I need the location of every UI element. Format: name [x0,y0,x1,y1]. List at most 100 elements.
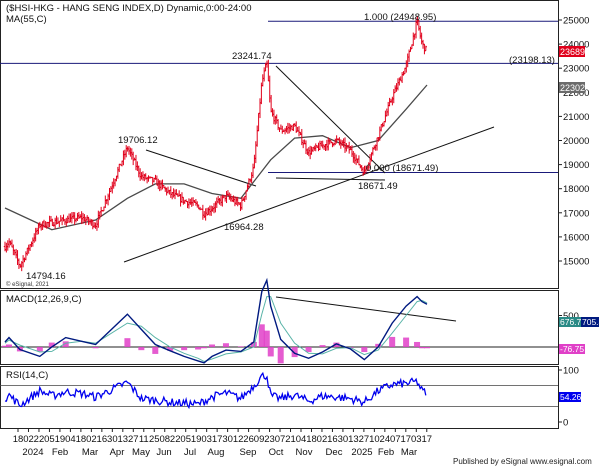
date-axis-day-label: 10 [369,434,380,445]
price-axis-label: 24000 [563,40,589,51]
ma-value-badge: 22302.77 [559,82,598,93]
macd-divergence-line [275,296,457,322]
date-axis-day-label: 18 [13,434,24,445]
trendline-channel-base [275,177,386,181]
macd-histogram-bar [5,344,12,347]
svg-text:22302.77: 22302.77 [560,83,598,93]
macd-histogram-bar [48,342,55,347]
pivot-label-23241: 23241.74 [232,51,272,62]
rsi-label: RSI(14,C) [6,370,48,381]
date-axis-month-label: 2025 [351,447,372,458]
date-axis-day-label: 05 [180,434,191,445]
date-axis-month-label: 2024 [22,447,43,458]
macd-histogram-bar [267,347,274,357]
macd-histogram-bar [258,324,265,347]
pivot-label-16964: 16964.28 [224,222,264,233]
date-axis-day-label: 19 [55,434,66,445]
published-by-footer: Published by eSignal www.esignal.com [453,457,592,466]
price-panel: 15000 16000 17000 18000 19000 20000 21000 22000… [0,0,598,289]
date-axis-day-label: 16 [97,434,108,445]
price-axis-label: 20000 [563,136,589,147]
pivot-label-18671: 18671.49 [358,181,398,192]
price-panel-frame [0,0,559,289]
date-axis-day-label: 04 [296,434,307,445]
signal-value-badge: 705.39 [581,317,600,327]
date-axis-day-label: 22 [34,434,45,445]
macd-histogram-bar [319,345,326,347]
date-axis-day-label: 23 [264,434,275,445]
date-axis-day-label: 09 [254,434,265,445]
date-axis-day-label: 13 [118,434,129,445]
macd-histogram-bar [1,345,8,347]
macd-histogram-bar [333,342,340,347]
date-axis-day-label: 21 [285,434,296,445]
macd-histogram-bar [181,347,188,351]
trendline-upper-middle [275,65,386,174]
date-axis-month-label: Jun [156,447,171,458]
date-axis-day-label: 17 [212,434,223,445]
date-axis: 18 02 22 05 19 04 18 02 16 30 13 27 11 25 08 22 05 19 03 17… [13,429,432,458]
price-axis-label: 22000 [563,88,589,99]
macd-value-badge: 676.75 [559,317,586,327]
price-axis-label: 21000 [563,112,589,123]
date-axis-day-label: 16 [327,434,338,445]
ma-label: MA(55,C) [6,14,47,25]
date-axis-month-label: Aug [208,447,225,458]
date-axis-day-label: 04 [65,434,76,445]
svg-text:676.75: 676.75 [560,317,586,327]
rsi-axis-label: 0 [563,418,568,429]
price-axis-label: 15000 [563,257,589,268]
macd-histogram-bar [277,347,284,364]
macd-histogram-bar [36,347,43,352]
macd-histogram-bar [138,347,145,351]
macd-histogram-bar [124,338,131,347]
date-axis-day-label: 27 [359,434,370,445]
date-axis-day-label: 24 [380,434,391,445]
macd-histogram-bar [195,347,202,350]
date-axis-month-label: Dec [326,447,343,458]
date-axis-day-label: 18 [76,434,87,445]
histogram-value-badge: -76.75 [559,344,585,354]
macd-histogram-bar [414,341,421,347]
pivot-label-19706: 19706.12 [118,135,158,146]
date-axis-day-label: 05 [44,434,55,445]
macd-histogram-bar [222,343,229,347]
date-axis-month-label: Feb [52,447,68,458]
date-axis-day-label: 17 [401,434,412,445]
date-axis-day-label: 11 [139,434,149,445]
chart-title: ($HSI-HKG - HANG SENG INDEX,D) Dynamic,0… [6,3,251,14]
macd-histogram-bar [389,336,396,347]
macd-histogram-bar [167,347,174,351]
macd-histogram-bar [305,347,312,353]
date-axis-day-label: 02 [86,434,97,445]
date-axis-month-label: Mar [401,447,417,458]
date-axis-day-label: 22 [170,434,181,445]
price-axis-label: 23000 [563,64,589,75]
price-axis-label: 25000 [563,16,589,27]
last-price-badge: 23689.72 [559,46,598,57]
date-axis-day-label: 08 [159,434,170,445]
date-axis-day-label: 13 [348,434,359,445]
date-axis-day-label: 25 [149,434,160,445]
macd-histogram-bar [62,341,69,347]
date-axis-day-label: 02 [23,434,34,445]
ma-55-line [4,84,428,231]
pivot-label-14794: 14794.16 [26,271,66,282]
date-axis-day-label: 03 [411,434,422,445]
macd-histogram-bar [263,330,270,347]
svg-text:23689.72: 23689.72 [560,47,598,57]
macd-histogram-bar [424,347,431,349]
price-axis-label: 16000 [563,232,589,243]
svg-text:-76.75: -76.75 [560,344,584,354]
macd-panel: MACD(12,26,9,C) 5000 676.75 705.39 -76.7… [0,277,600,365]
date-axis-day-label: 07 [390,434,401,445]
rsi-value-badge: 54.26 [559,392,582,402]
macd-histogram-bar [419,347,426,349]
date-axis-month-label: Nov [296,447,313,458]
date-axis-day-label: 19 [191,434,202,445]
trendline-upper-left [145,149,257,187]
date-axis-day-label: 18 [306,434,317,445]
macd-histogram-bar [92,347,99,349]
date-axis-day-label: 30 [338,434,349,445]
